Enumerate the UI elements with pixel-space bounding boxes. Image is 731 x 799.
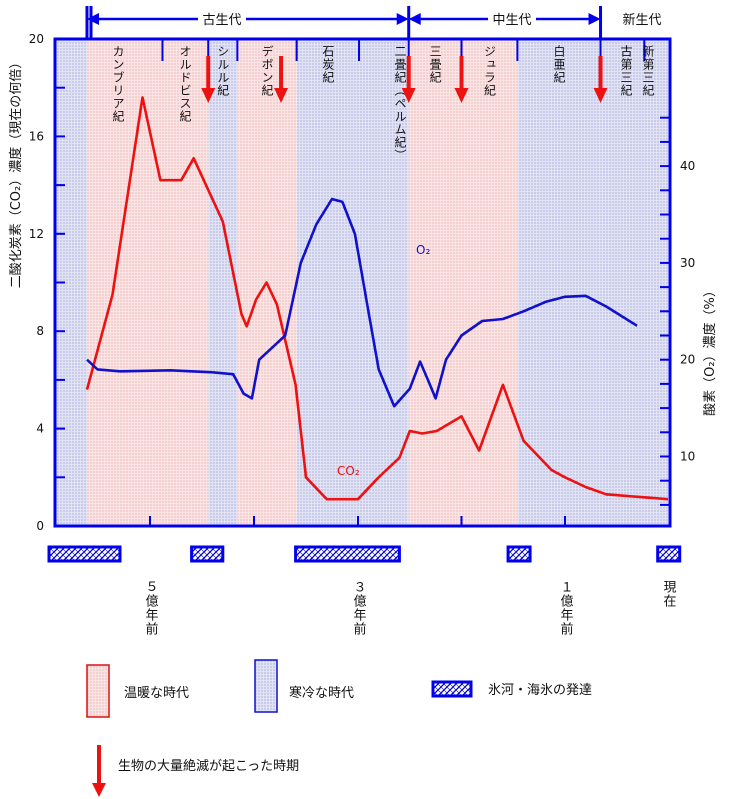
glacial-bar [47,545,122,563]
right-axis: 10 20 30 40 [660,116,695,506]
extinction-arrow [401,56,416,103]
era-label: 新生代 [622,12,661,28]
period-label: デボン紀 [260,45,274,97]
period-label: カンブリア紀 [111,45,125,123]
time-label: ３億年前 [351,580,367,636]
period-label: 白亜紀 [552,44,566,84]
cold-interval [208,39,238,526]
legend-warm-swatch [86,664,110,718]
left-tick-label: 8 [36,324,44,338]
period-label: オルドビス紀 [178,45,192,123]
cold-interval [600,39,668,526]
period-label: 新第三紀 [641,44,655,97]
warm-interval [408,39,518,526]
left-tick-label: 20 [29,32,44,46]
left-tick-label: 16 [29,129,44,143]
glacial-bar [656,545,682,563]
extinction-arrows [201,56,608,103]
legend: 温暖な時代 寒冷な時代 氷河・海氷の発達 生物の大量絶滅が起こった時期 [86,659,592,797]
period-label: 三畳紀 [428,45,442,84]
era-span: 古生代 [85,6,409,39]
time-label: 現在 [661,580,677,608]
extinction-arrow [274,56,289,103]
left-tick-label: 12 [29,227,44,241]
legend-glacial-swatch [431,680,473,698]
series-labels: CO₂ O₂ [337,243,430,478]
period-labels: カンブリア紀 オルドビス紀 シルル紀 デボン紀 石炭紀 二畳紀（ペルム紀） 三畳紀 ジュラ紀 白… [111,44,655,162]
left-axis-title: 二酸化炭素（CO₂）濃度（現在の何倍） [8,56,24,289]
legend-extinction-arrow-head [92,783,106,797]
right-tick-label: 20 [680,353,695,367]
legend-extinction-label: 生物の大量絶滅が起こった時期 [118,758,299,774]
left-tick-label: 4 [36,422,44,436]
period-label: シルル紀 [216,45,230,97]
extinction-arrow [593,56,608,103]
period-label: 古第三紀 [619,44,633,97]
right-tick-label: 30 [680,256,695,270]
co2-series-line [85,96,669,501]
glacial-bars [47,545,682,563]
era-bar: 古生代 中生代 新生代 [85,6,666,39]
legend-cold-swatch [254,659,278,713]
period-grid [161,39,646,61]
extinction-arrow [454,56,469,103]
left-axis-label: 二酸化炭素（CO₂）濃度（現在の何倍） [8,56,24,289]
glacial-bar [294,545,401,563]
legend-warm-label: 温暖な時代 [124,686,189,701]
period-label: 二畳紀（ペルム紀） [393,45,407,162]
legend-glacial-label: 氷河・海氷の発達 [488,683,592,698]
right-tick-label: 10 [680,450,695,464]
time-label: ５億年前 [143,580,159,636]
o2-series-label: O₂ [416,243,430,257]
co2-series-label: CO₂ [337,464,360,478]
period-label: 石炭紀 [321,45,335,84]
interval-backgrounds [55,39,668,526]
left-tick-label: 0 [36,519,44,533]
period-label: ジュラ紀 [482,45,496,97]
cold-interval [517,39,601,526]
extinction-arrow [201,56,216,103]
o2-series-line [86,197,638,408]
co2-line [85,96,669,501]
right-axis-label: 酸素（O₂）濃度（%） [702,284,718,416]
time-label: １億年前 [558,580,574,636]
era-span: 新生代 [599,6,666,39]
cold-interval [296,39,409,526]
legend-cold-label: 寒冷な時代 [289,685,354,701]
era-label: 古生代 [202,13,241,28]
glacial-bar [190,545,225,563]
era-span: 中生代 [407,6,601,39]
bottom-axis: ５億年前 ３億年前 １億年前 現在 [143,516,677,636]
era-label: 中生代 [492,13,531,28]
right-axis-title: 酸素（O₂）濃度（%） [702,284,718,416]
right-tick-label: 40 [680,159,695,173]
o2-line [86,197,638,408]
left-axis: 0 4 8 12 16 20 [29,32,65,533]
glacial-bar [506,545,532,563]
